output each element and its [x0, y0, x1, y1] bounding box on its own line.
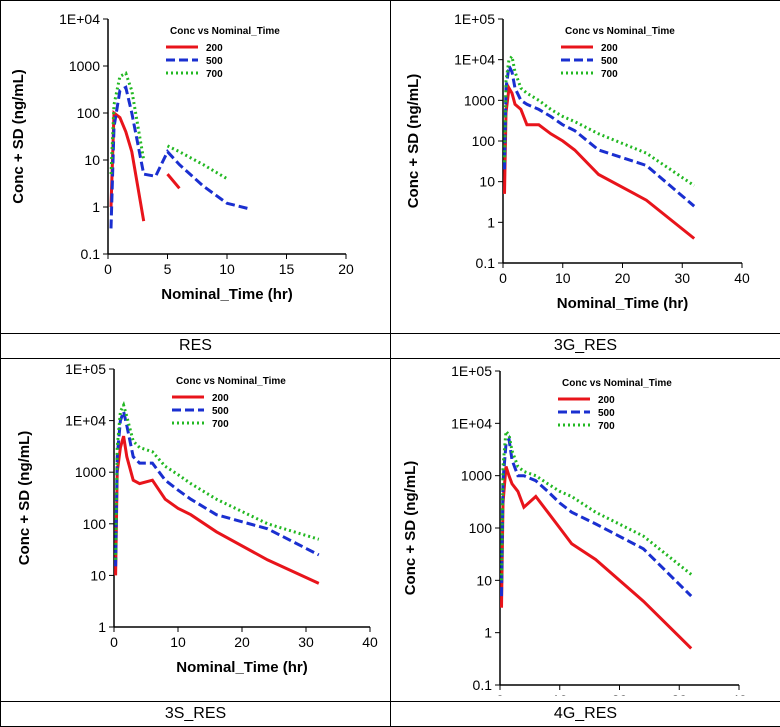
- x-tick-label: 0: [496, 692, 504, 696]
- x-tick-label: 20: [234, 634, 250, 650]
- series-line: [505, 66, 695, 206]
- y-tick-label: 100: [469, 520, 493, 536]
- legend-label: 200: [601, 43, 618, 54]
- series-line: [168, 174, 180, 188]
- chart: 1 10 100 1000 1E+04 1E+05 0 10 20 30 40 Nominal_Tim…: [1, 359, 390, 696]
- x-tick-label: 10: [219, 261, 235, 277]
- y-tick-label: 0.1: [81, 246, 101, 262]
- y-tick-label: 100: [83, 516, 107, 532]
- chart-cell: 0.111010010001E+041E+05010203040Nominal_…: [391, 359, 780, 702]
- chart: 0.1 1 10 100 1000 1E+04 0 5 10 15 20 Nominal_Time (…: [1, 1, 390, 328]
- legend-label: 500: [212, 406, 229, 417]
- legend-title: Conc vs Nominal_Time: [170, 26, 280, 37]
- series-line: [505, 56, 695, 185]
- y-tick-label: 0.1: [473, 677, 493, 693]
- y-tick-label: 1000: [464, 92, 495, 108]
- caption: 3G_RES: [391, 334, 780, 359]
- series-line: [502, 431, 692, 580]
- x-tick-label: 0: [499, 270, 507, 286]
- y-tick-label: 10: [84, 152, 100, 168]
- chart-cell: 0.1 1 10 100 1000 1E+04 0 5 10 15 20 Nominal_Time (…: [1, 1, 391, 334]
- x-tick-label: 5: [164, 261, 172, 277]
- x-tick-label: 40: [362, 634, 378, 650]
- x-axis-label: Nominal_Time (hr): [557, 295, 688, 312]
- chart-cell: 1 10 100 1000 1E+04 1E+05 0 10 20 30 40 Nominal_Tim…: [1, 359, 391, 702]
- series-line: [502, 467, 692, 649]
- y-tick-label: 10: [90, 567, 106, 583]
- y-axis-label: Conc + SD (ng/mL): [10, 69, 27, 204]
- y-tick-label: 1000: [69, 58, 100, 74]
- x-tick-label: 0: [104, 261, 112, 277]
- legend-label: 700: [212, 419, 229, 430]
- caption: RES: [1, 334, 391, 359]
- x-tick-label: 30: [671, 692, 687, 696]
- legend-label: 200: [206, 43, 223, 54]
- legend-label: 500: [598, 408, 615, 419]
- y-tick-label: 1E+04: [454, 52, 495, 68]
- y-tick-label: 100: [472, 133, 496, 149]
- chart: 0.111010010001E+041E+05010203040Nominal_…: [391, 359, 780, 696]
- x-tick-label: 30: [298, 634, 314, 650]
- y-tick-label: 1E+04: [59, 11, 100, 27]
- y-tick-label: 100: [77, 105, 101, 121]
- y-tick-label: 1E+04: [65, 413, 106, 429]
- y-tick-label: 1E+05: [454, 11, 495, 27]
- chart-cell: 0.1 1 10 100 1000 1E+04 1E+05 0 10 20 30 40 Nominal_…: [391, 1, 780, 334]
- y-tick-label: 1E+04: [451, 415, 492, 431]
- x-tick-label: 10: [552, 692, 568, 696]
- y-tick-label: 10: [479, 174, 495, 190]
- x-tick-label: 20: [612, 692, 628, 696]
- x-tick-label: 30: [674, 270, 690, 286]
- x-axis-label: Nominal_Time (hr): [161, 286, 292, 303]
- x-tick-label: 10: [170, 634, 186, 650]
- x-tick-label: 40: [731, 692, 747, 696]
- x-axis-label: Nominal_Time (hr): [176, 659, 307, 676]
- y-axis-label: Conc + SD (ng/mL): [402, 461, 419, 596]
- series-line: [111, 113, 144, 221]
- y-tick-label: 1E+05: [65, 361, 106, 377]
- legend-label: 700: [601, 69, 618, 80]
- legend-label: 200: [598, 395, 615, 406]
- x-tick-label: 40: [734, 270, 750, 286]
- series-line: [502, 439, 692, 596]
- y-tick-label: 10: [476, 572, 492, 588]
- x-tick-label: 10: [555, 270, 571, 286]
- legend-label: 700: [206, 69, 223, 80]
- chart: 0.1 1 10 100 1000 1E+04 1E+05 0 10 20 30 40 Nominal_…: [391, 1, 780, 328]
- y-tick-label: 1: [98, 619, 106, 635]
- caption: 3S_RES: [1, 702, 391, 727]
- x-tick-label: 15: [279, 261, 295, 277]
- y-axis-label: Conc + SD (ng/mL): [405, 74, 422, 209]
- legend-title: Conc vs Nominal_Time: [562, 378, 672, 389]
- y-tick-label: 1: [484, 625, 492, 641]
- x-tick-label: 20: [338, 261, 354, 277]
- legend-title: Conc vs Nominal_Time: [565, 26, 675, 37]
- y-tick-label: 1: [487, 214, 495, 230]
- caption: 4G_RES: [391, 702, 780, 727]
- series-line: [116, 436, 319, 583]
- y-tick-label: 0.1: [476, 255, 496, 271]
- legend-label: 200: [212, 393, 229, 404]
- x-tick-label: 20: [615, 270, 631, 286]
- y-tick-label: 1: [92, 199, 100, 215]
- y-tick-label: 1E+05: [451, 363, 492, 379]
- series-line: [116, 412, 319, 567]
- y-tick-label: 1000: [75, 464, 106, 480]
- y-axis-label: Conc + SD (ng/mL): [16, 431, 33, 566]
- series-line: [505, 88, 695, 238]
- y-tick-label: 1000: [461, 468, 492, 484]
- legend-label: 700: [598, 421, 615, 432]
- legend-title: Conc vs Nominal_Time: [176, 376, 286, 387]
- legend-label: 500: [601, 56, 618, 67]
- legend-label: 500: [206, 56, 223, 67]
- x-tick-label: 0: [110, 634, 118, 650]
